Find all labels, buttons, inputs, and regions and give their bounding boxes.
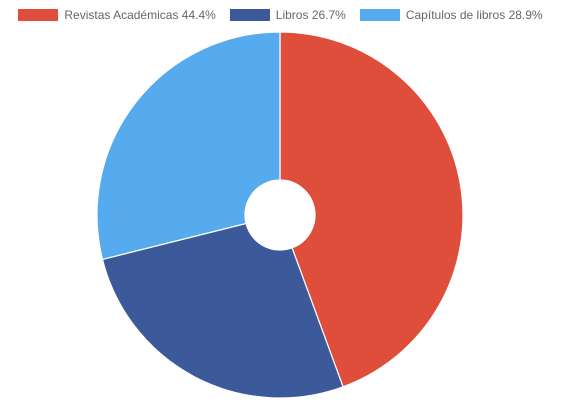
legend-swatch-revistas [18,9,59,21]
pie-slice-revistas[interactable] [279,31,464,388]
legend-item-revistas[interactable]: Revistas Académicas 44.4% [18,7,216,23]
pie-slice-libros[interactable] [101,222,344,399]
legend-label-revistas: Revistas Académicas 44.4% [64,8,216,22]
legend: Revistas Académicas 44.4% Libros 26.7% C… [0,7,561,23]
pie-slice-capitulos[interactable] [96,31,281,261]
legend-label-capitulos: Capítulos de libros 28.9% [405,8,543,22]
legend-swatch-capitulos [359,9,400,21]
legend-label-libros: Libros 26.7% [275,8,346,22]
legend-swatch-libros [229,9,270,21]
legend-item-capitulos[interactable]: Capítulos de libros 28.9% [359,7,543,23]
legend-item-libros[interactable]: Libros 26.7% [229,7,346,23]
